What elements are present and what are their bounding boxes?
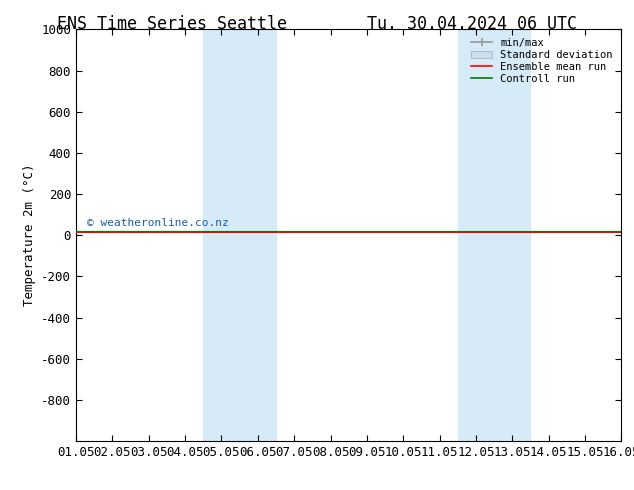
Y-axis label: Temperature 2m (°C): Temperature 2m (°C) [23,164,36,306]
Legend: min/max, Standard deviation, Ensemble mean run, Controll run: min/max, Standard deviation, Ensemble me… [468,35,616,87]
Text: ENS Time Series Seattle        Tu. 30.04.2024 06 UTC: ENS Time Series Seattle Tu. 30.04.2024 0… [57,15,577,33]
Bar [204,29,276,441]
Bar [458,29,531,441]
Text: © weatheronline.co.nz: © weatheronline.co.nz [87,218,229,228]
